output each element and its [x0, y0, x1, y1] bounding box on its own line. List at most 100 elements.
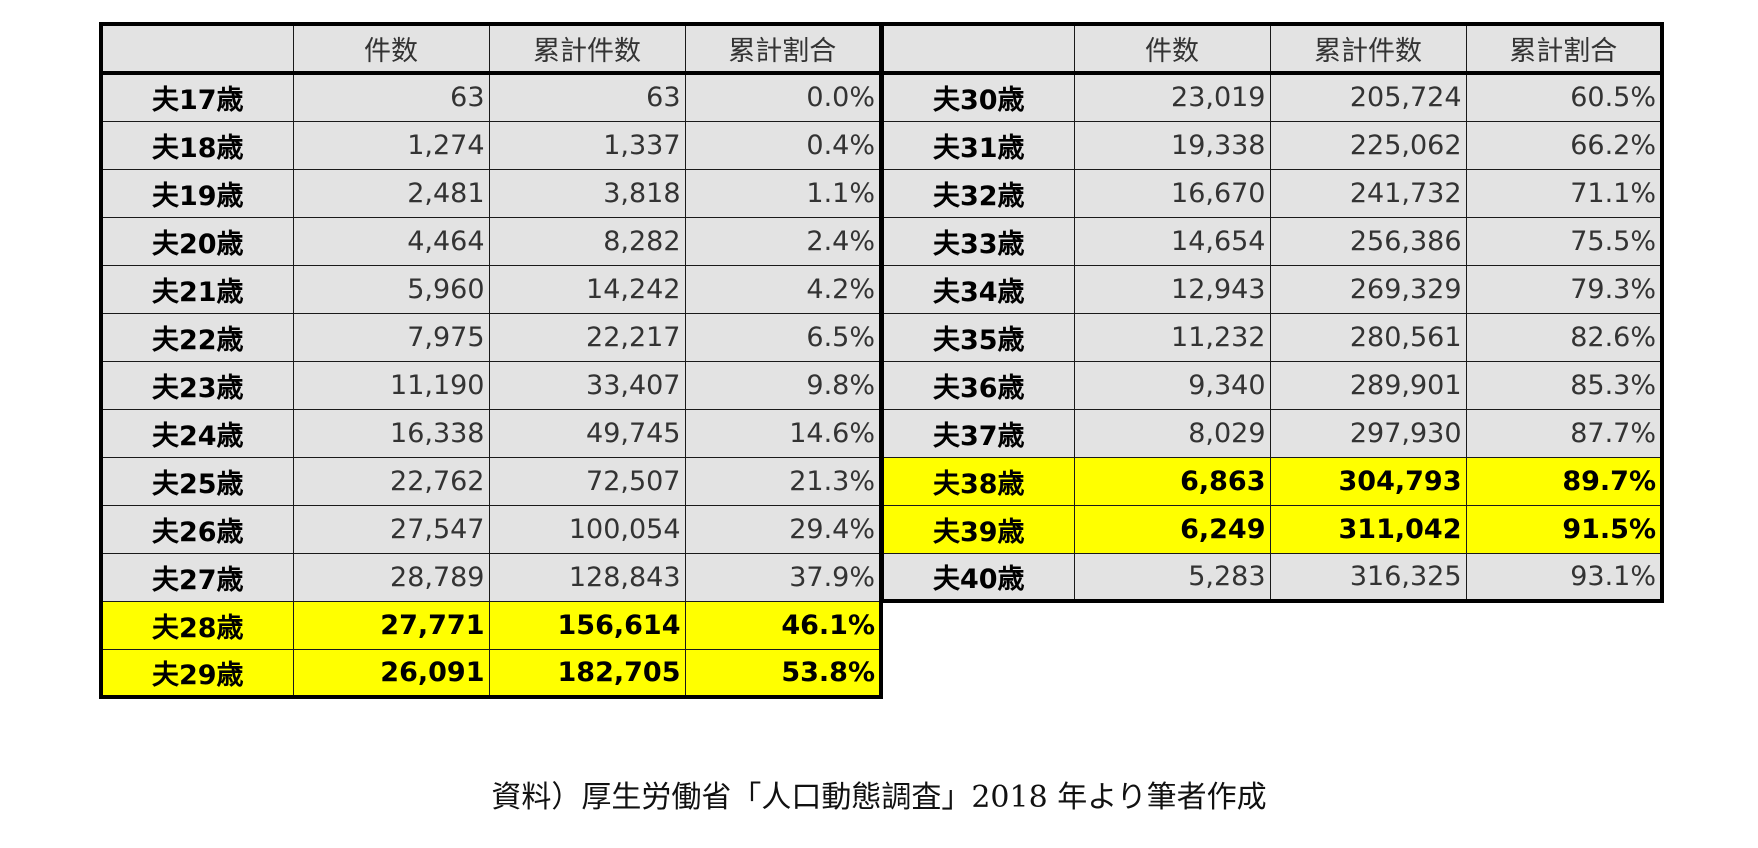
table-row: 夫37歳 8,029 297,930 87.7%: [881, 408, 1663, 458]
cumulative-cell: 156,614: [488, 600, 686, 650]
count-cell: 19,338: [1073, 120, 1271, 170]
cumulative-cell: 128,843: [488, 552, 686, 602]
ratio-cell: 53.8%: [684, 648, 882, 698]
row-label-cell: 夫28歳: [100, 600, 294, 650]
cumulative-cell: 225,062: [1269, 120, 1467, 170]
right-table: 件数 累計件数 累計割合 夫30歳 23,019 205,724 60.5% 夫31歳 1…: [880, 22, 1664, 603]
ratio-cell: 0.4%: [684, 120, 882, 170]
count-cell: 8,029: [1073, 408, 1271, 458]
ratio-cell: 87.7%: [1465, 408, 1663, 458]
row-label-cell: 夫27歳: [100, 552, 294, 602]
row-label-cell: 夫36歳: [881, 360, 1075, 410]
cumulative-cell: 256,386: [1269, 216, 1467, 266]
count-cell: 63: [292, 72, 490, 122]
row-label-cell: 夫24歳: [100, 408, 294, 458]
cumulative-cell: 33,407: [488, 360, 686, 410]
count-cell: 2,481: [292, 168, 490, 218]
count-cell: 27,547: [292, 504, 490, 554]
count-cell: 27,771: [292, 600, 490, 650]
ratio-cell: 29.4%: [684, 504, 882, 554]
cumulative-cell: 316,325: [1269, 552, 1467, 602]
table-row: 夫18歳 1,274 1,337 0.4%: [100, 120, 882, 170]
table-row: 夫31歳 19,338 225,062 66.2%: [881, 120, 1663, 170]
header-count: 件数: [292, 23, 490, 74]
count-cell: 11,232: [1073, 312, 1271, 362]
ratio-cell: 6.5%: [684, 312, 882, 362]
cumulative-cell: 289,901: [1269, 360, 1467, 410]
table-row: 夫33歳 14,654 256,386 75.5%: [881, 216, 1663, 266]
ratio-cell: 82.6%: [1465, 312, 1663, 362]
cumulative-cell: 14,242: [488, 264, 686, 314]
cumulative-cell: 297,930: [1269, 408, 1467, 458]
table-row: 夫29歳 26,091 182,705 53.8%: [100, 648, 882, 698]
row-label-cell: 夫40歳: [881, 552, 1075, 602]
count-cell: 16,670: [1073, 168, 1271, 218]
table-row: 夫34歳 12,943 269,329 79.3%: [881, 264, 1663, 314]
count-cell: 9,340: [1073, 360, 1271, 410]
table-row: 夫39歳 6,249 311,042 91.5%: [881, 504, 1663, 554]
ratio-cell: 1.1%: [684, 168, 882, 218]
ratio-cell: 79.3%: [1465, 264, 1663, 314]
table-row: 夫25歳 22,762 72,507 21.3%: [100, 456, 882, 506]
row-label-cell: 夫38歳: [881, 456, 1075, 506]
table-row: 夫23歳 11,190 33,407 9.8%: [100, 360, 882, 410]
count-cell: 6,863: [1073, 456, 1271, 506]
cumulative-cell: 280,561: [1269, 312, 1467, 362]
row-label-cell: 夫18歳: [100, 120, 294, 170]
ratio-cell: 4.2%: [684, 264, 882, 314]
count-cell: 7,975: [292, 312, 490, 362]
ratio-cell: 60.5%: [1465, 72, 1663, 122]
count-cell: 14,654: [1073, 216, 1271, 266]
row-label-cell: 夫29歳: [100, 648, 294, 698]
cumulative-cell: 8,282: [488, 216, 686, 266]
row-label-cell: 夫17歳: [100, 72, 294, 122]
count-cell: 1,274: [292, 120, 490, 170]
table-row: 夫27歳 28,789 128,843 37.9%: [100, 552, 882, 602]
header-ratio: 累計割合: [684, 23, 882, 74]
count-cell: 22,762: [292, 456, 490, 506]
table-row: 夫24歳 16,338 49,745 14.6%: [100, 408, 882, 458]
row-label-cell: 夫20歳: [100, 216, 294, 266]
cumulative-cell: 72,507: [488, 456, 686, 506]
table-row: 夫21歳 5,960 14,242 4.2%: [100, 264, 882, 314]
cumulative-cell: 3,818: [488, 168, 686, 218]
ratio-cell: 46.1%: [684, 600, 882, 650]
count-cell: 12,943: [1073, 264, 1271, 314]
source-caption: 資料）厚生労働省「人口動態調査」2018 年より筆者作成: [491, 780, 1267, 815]
ratio-cell: 93.1%: [1465, 552, 1663, 602]
cumulative-cell: 1,337: [488, 120, 686, 170]
cumulative-cell: 304,793: [1269, 456, 1467, 506]
cumulative-cell: 63: [488, 72, 686, 122]
ratio-cell: 91.5%: [1465, 504, 1663, 554]
row-label-cell: 夫26歳: [100, 504, 294, 554]
row-label-cell: 夫39歳: [881, 504, 1075, 554]
cumulative-cell: 22,217: [488, 312, 686, 362]
ratio-cell: 37.9%: [684, 552, 882, 602]
ratio-cell: 2.4%: [684, 216, 882, 266]
row-label-cell: 夫23歳: [100, 360, 294, 410]
table-row: 夫17歳 63 63 0.0%: [100, 72, 882, 122]
table-row: 夫35歳 11,232 280,561 82.6%: [881, 312, 1663, 362]
row-label-cell: 夫34歳: [881, 264, 1075, 314]
ratio-cell: 71.1%: [1465, 168, 1663, 218]
count-cell: 26,091: [292, 648, 490, 698]
table-row: 夫38歳 6,863 304,793 89.7%: [881, 456, 1663, 506]
header-count: 件数: [1073, 23, 1271, 74]
count-cell: 5,283: [1073, 552, 1271, 602]
row-label-cell: 夫19歳: [100, 168, 294, 218]
table-row: 夫36歳 9,340 289,901 85.3%: [881, 360, 1663, 410]
row-label-cell: 夫21歳: [100, 264, 294, 314]
count-cell: 16,338: [292, 408, 490, 458]
table-row: 夫28歳 27,771 156,614 46.1%: [100, 600, 882, 650]
row-label-cell: 夫25歳: [100, 456, 294, 506]
count-cell: 6,249: [1073, 504, 1271, 554]
header-cumulative: 累計件数: [1269, 23, 1467, 74]
table-row: 夫26歳 27,547 100,054 29.4%: [100, 504, 882, 554]
row-label-cell: 夫32歳: [881, 168, 1075, 218]
count-cell: 5,960: [292, 264, 490, 314]
row-label-cell: 夫30歳: [881, 72, 1075, 122]
cumulative-cell: 241,732: [1269, 168, 1467, 218]
left-table: 件数 累計件数 累計割合 夫17歳 63 63 0.0% 夫18歳 1,274 1,337 0…: [99, 22, 883, 699]
count-cell: 4,464: [292, 216, 490, 266]
table-row: 夫19歳 2,481 3,818 1.1%: [100, 168, 882, 218]
